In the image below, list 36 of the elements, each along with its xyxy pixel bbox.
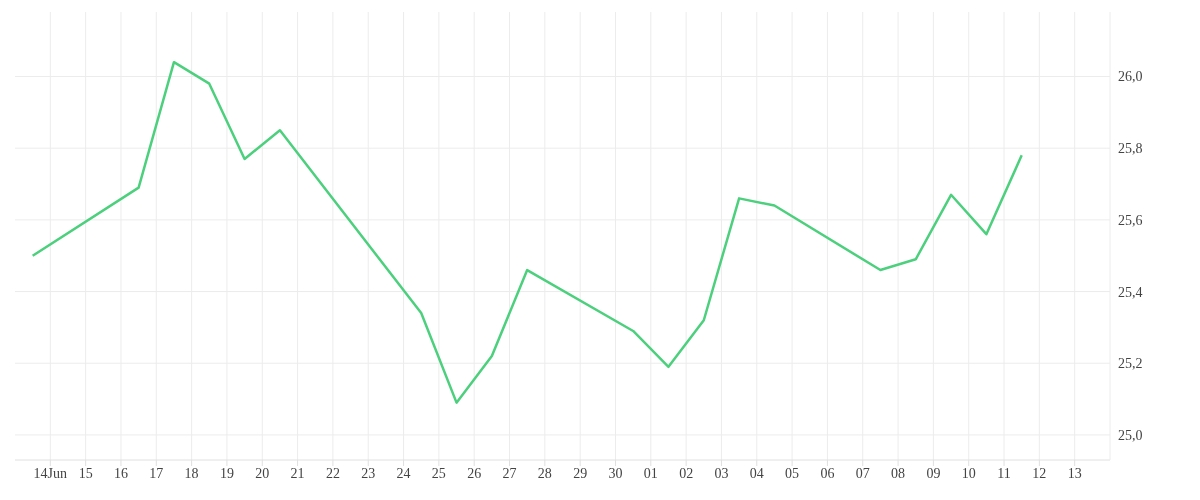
x-tick-label: 21	[290, 465, 305, 481]
y-tick-label: 26,0	[1118, 69, 1143, 85]
y-tick-label: 25,0	[1118, 427, 1143, 443]
x-tick-label: 09	[926, 465, 941, 481]
x-tick-label: 29	[573, 465, 588, 481]
x-tick-label: 03	[714, 465, 729, 481]
x-tick-label: 08	[891, 465, 906, 481]
x-tick-label: 15	[78, 465, 93, 481]
x-tick-label: 27	[502, 465, 517, 481]
x-tick-label: 06	[820, 465, 835, 481]
y-tick-label: 25,6	[1118, 212, 1143, 228]
x-tick-label: 07	[855, 465, 870, 481]
x-tick-label: 14Jun	[33, 465, 68, 481]
x-tick-label: 18	[184, 465, 199, 481]
x-tick-label: 30	[608, 465, 623, 481]
x-tick-label: 24	[396, 465, 411, 481]
y-tick-label: 25,2	[1118, 356, 1143, 372]
x-tick-label: 25	[431, 465, 446, 481]
x-tick-label: 28	[537, 465, 552, 481]
y-tick-label: 25,4	[1118, 284, 1143, 300]
x-tick-label: 04	[749, 465, 764, 481]
x-tick-label: 05	[785, 465, 800, 481]
x-tick-label: 10	[961, 465, 976, 481]
x-tick-label: 17	[149, 465, 164, 481]
x-tick-label: 19	[219, 465, 234, 481]
x-tick-label: 11	[997, 465, 1011, 481]
x-tick-label: 23	[361, 465, 376, 481]
x-tick-label: 02	[679, 465, 694, 481]
x-tick-label: 26	[467, 465, 482, 481]
x-tick-label: 13	[1067, 465, 1082, 481]
x-tick-label: 16	[113, 465, 128, 481]
x-tick-label: 01	[643, 465, 658, 481]
x-tick-label: 22	[325, 465, 340, 481]
x-tick-label: 20	[255, 465, 270, 481]
y-tick-label: 25,8	[1118, 141, 1143, 157]
x-tick-label: 12	[1032, 465, 1047, 481]
